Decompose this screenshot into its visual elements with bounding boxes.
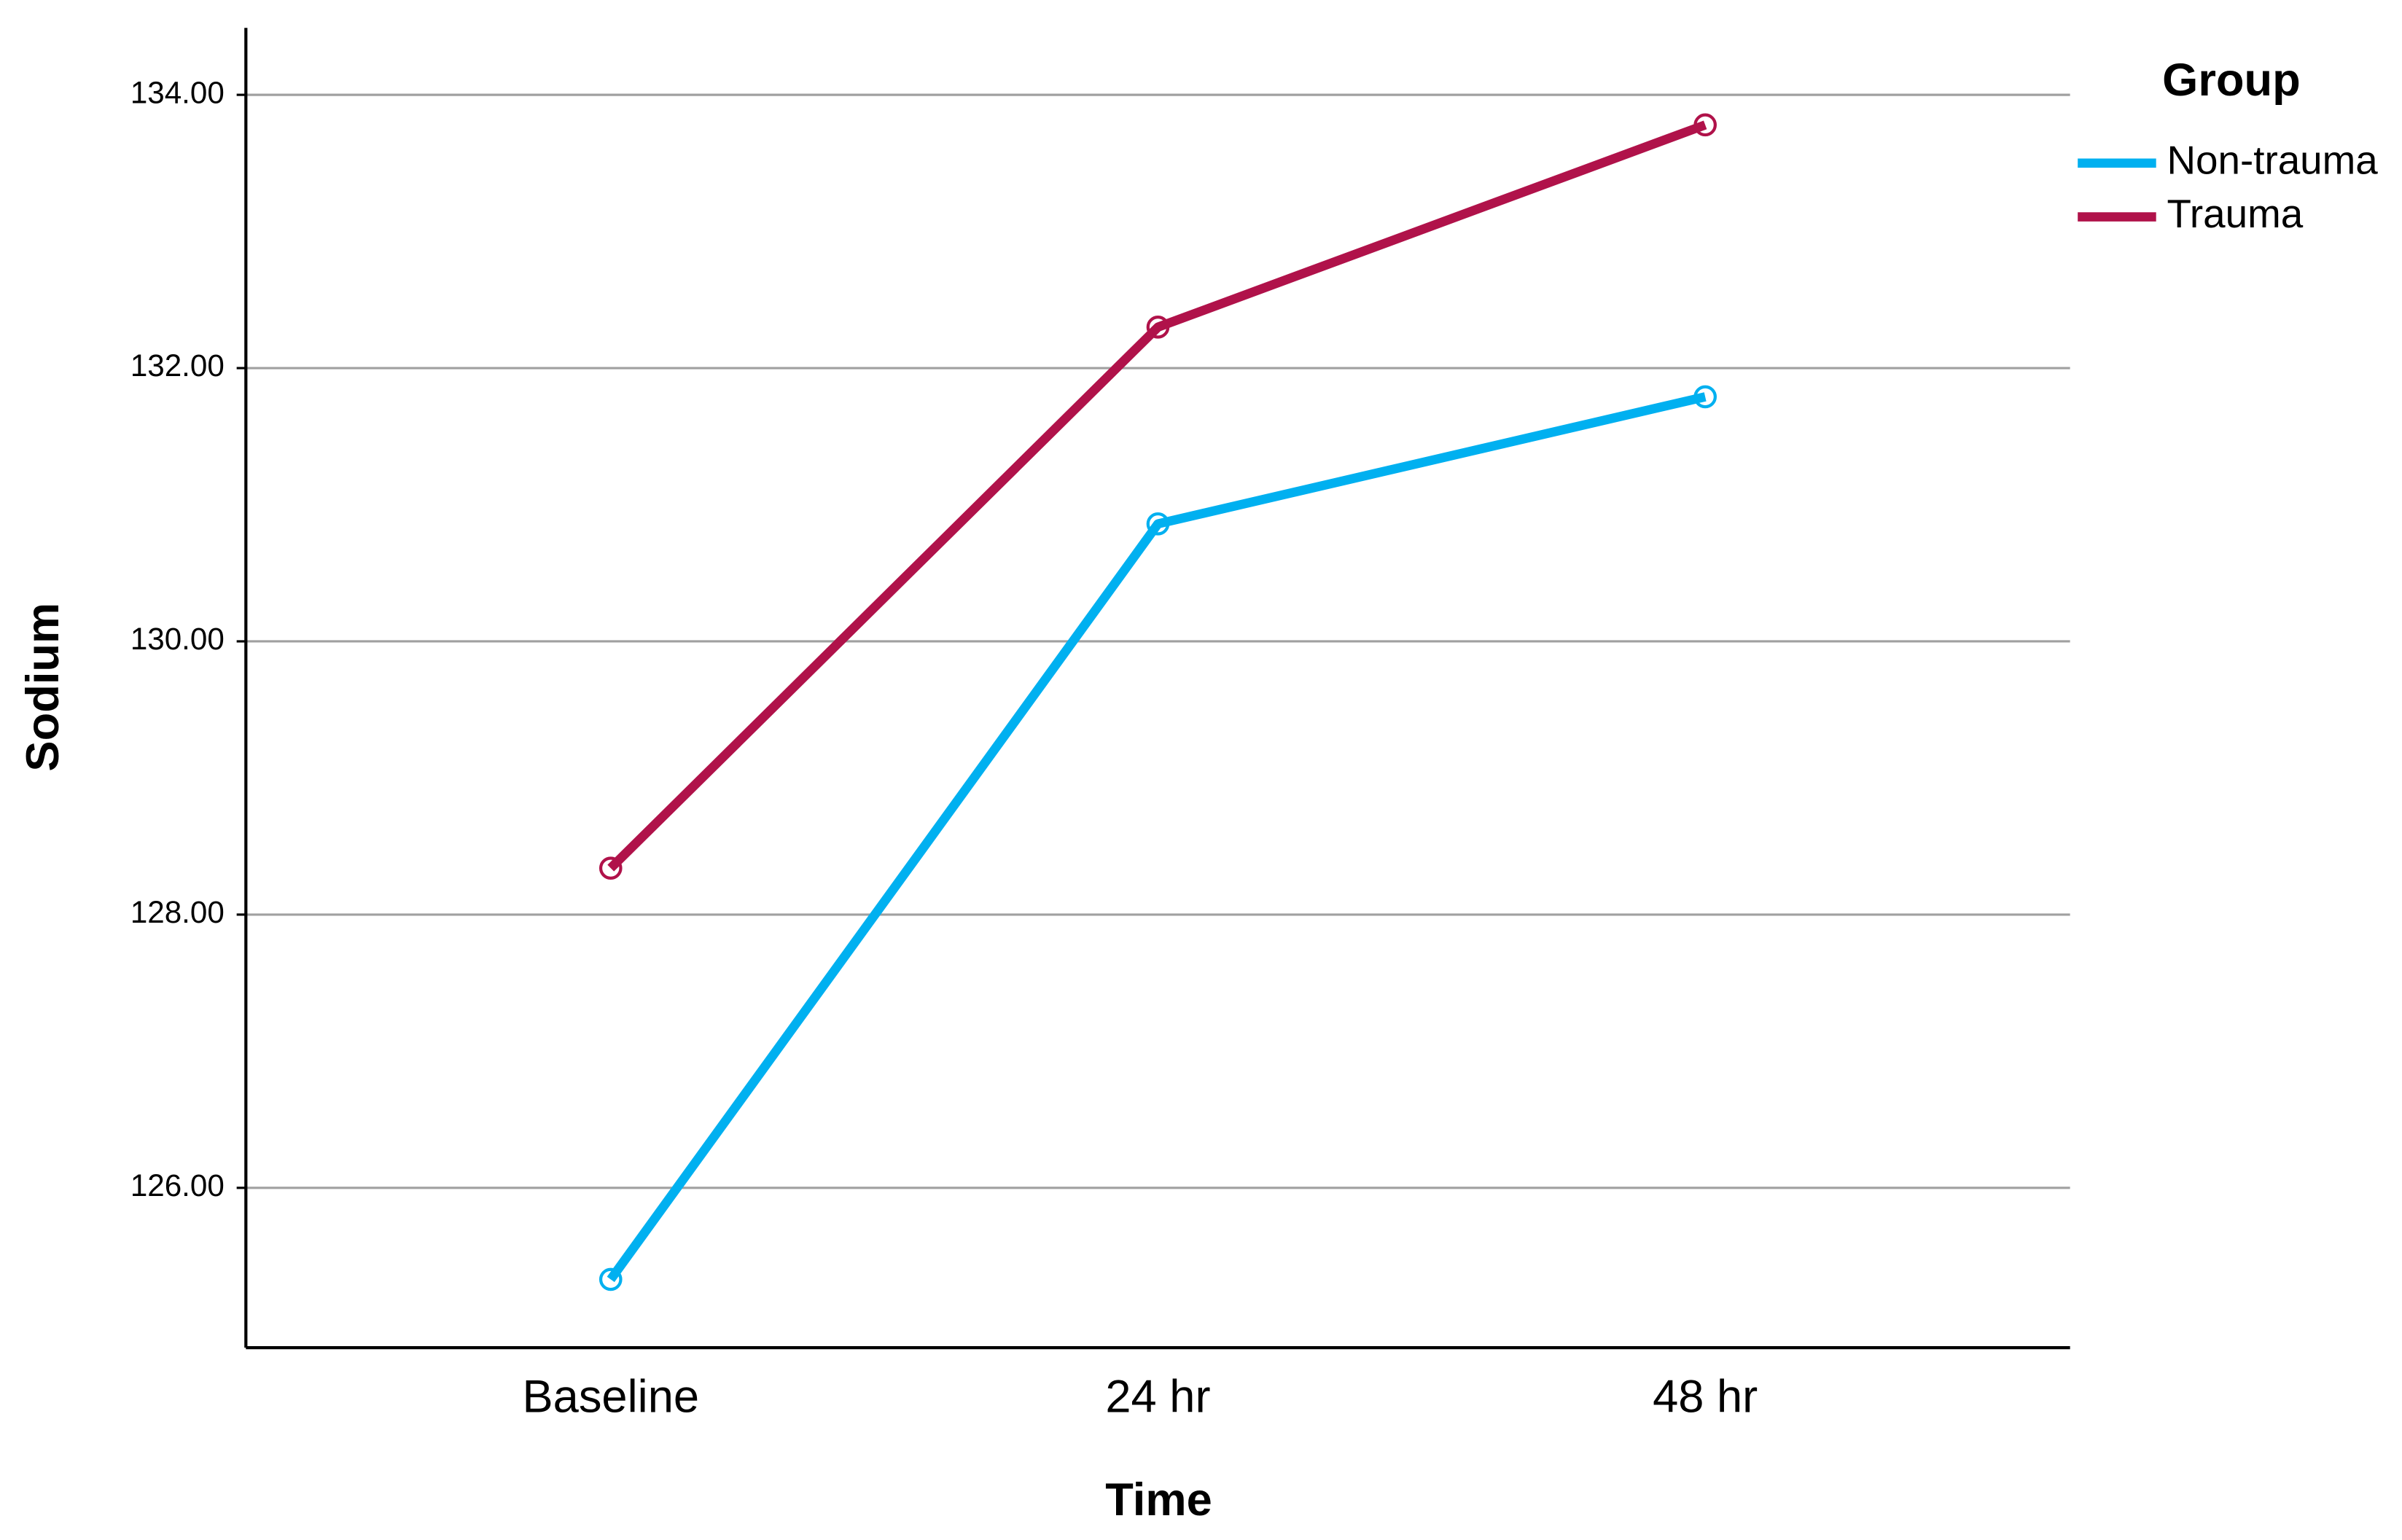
point-marker (1693, 385, 1717, 409)
y-tick-label: 134.00 (130, 75, 225, 109)
legend-label: Non-trauma (2167, 137, 2378, 182)
legend-label: Trauma (2167, 191, 2303, 236)
x-tick-label: 48 hr (1653, 1372, 1758, 1423)
y-tick-label: 132.00 (130, 348, 225, 383)
point-marker (1146, 512, 1170, 536)
series-line (607, 120, 1707, 872)
series-line (607, 392, 1707, 1283)
y-axis-title: Sodium (17, 603, 69, 772)
point-marker (598, 856, 623, 880)
y-tick-label: 128.00 (130, 895, 225, 929)
y-tick-label: 130.00 (130, 622, 225, 656)
x-tick-label: 24 hr (1105, 1372, 1210, 1423)
point-marker (1693, 113, 1717, 137)
x-axis-title: Time (1105, 1474, 1212, 1525)
point-marker (598, 1267, 623, 1291)
point-marker (1146, 316, 1170, 339)
y-tick-label: 126.00 (130, 1168, 225, 1203)
legend-title: Group (2162, 55, 2301, 106)
x-tick-label: Baseline (522, 1372, 699, 1423)
